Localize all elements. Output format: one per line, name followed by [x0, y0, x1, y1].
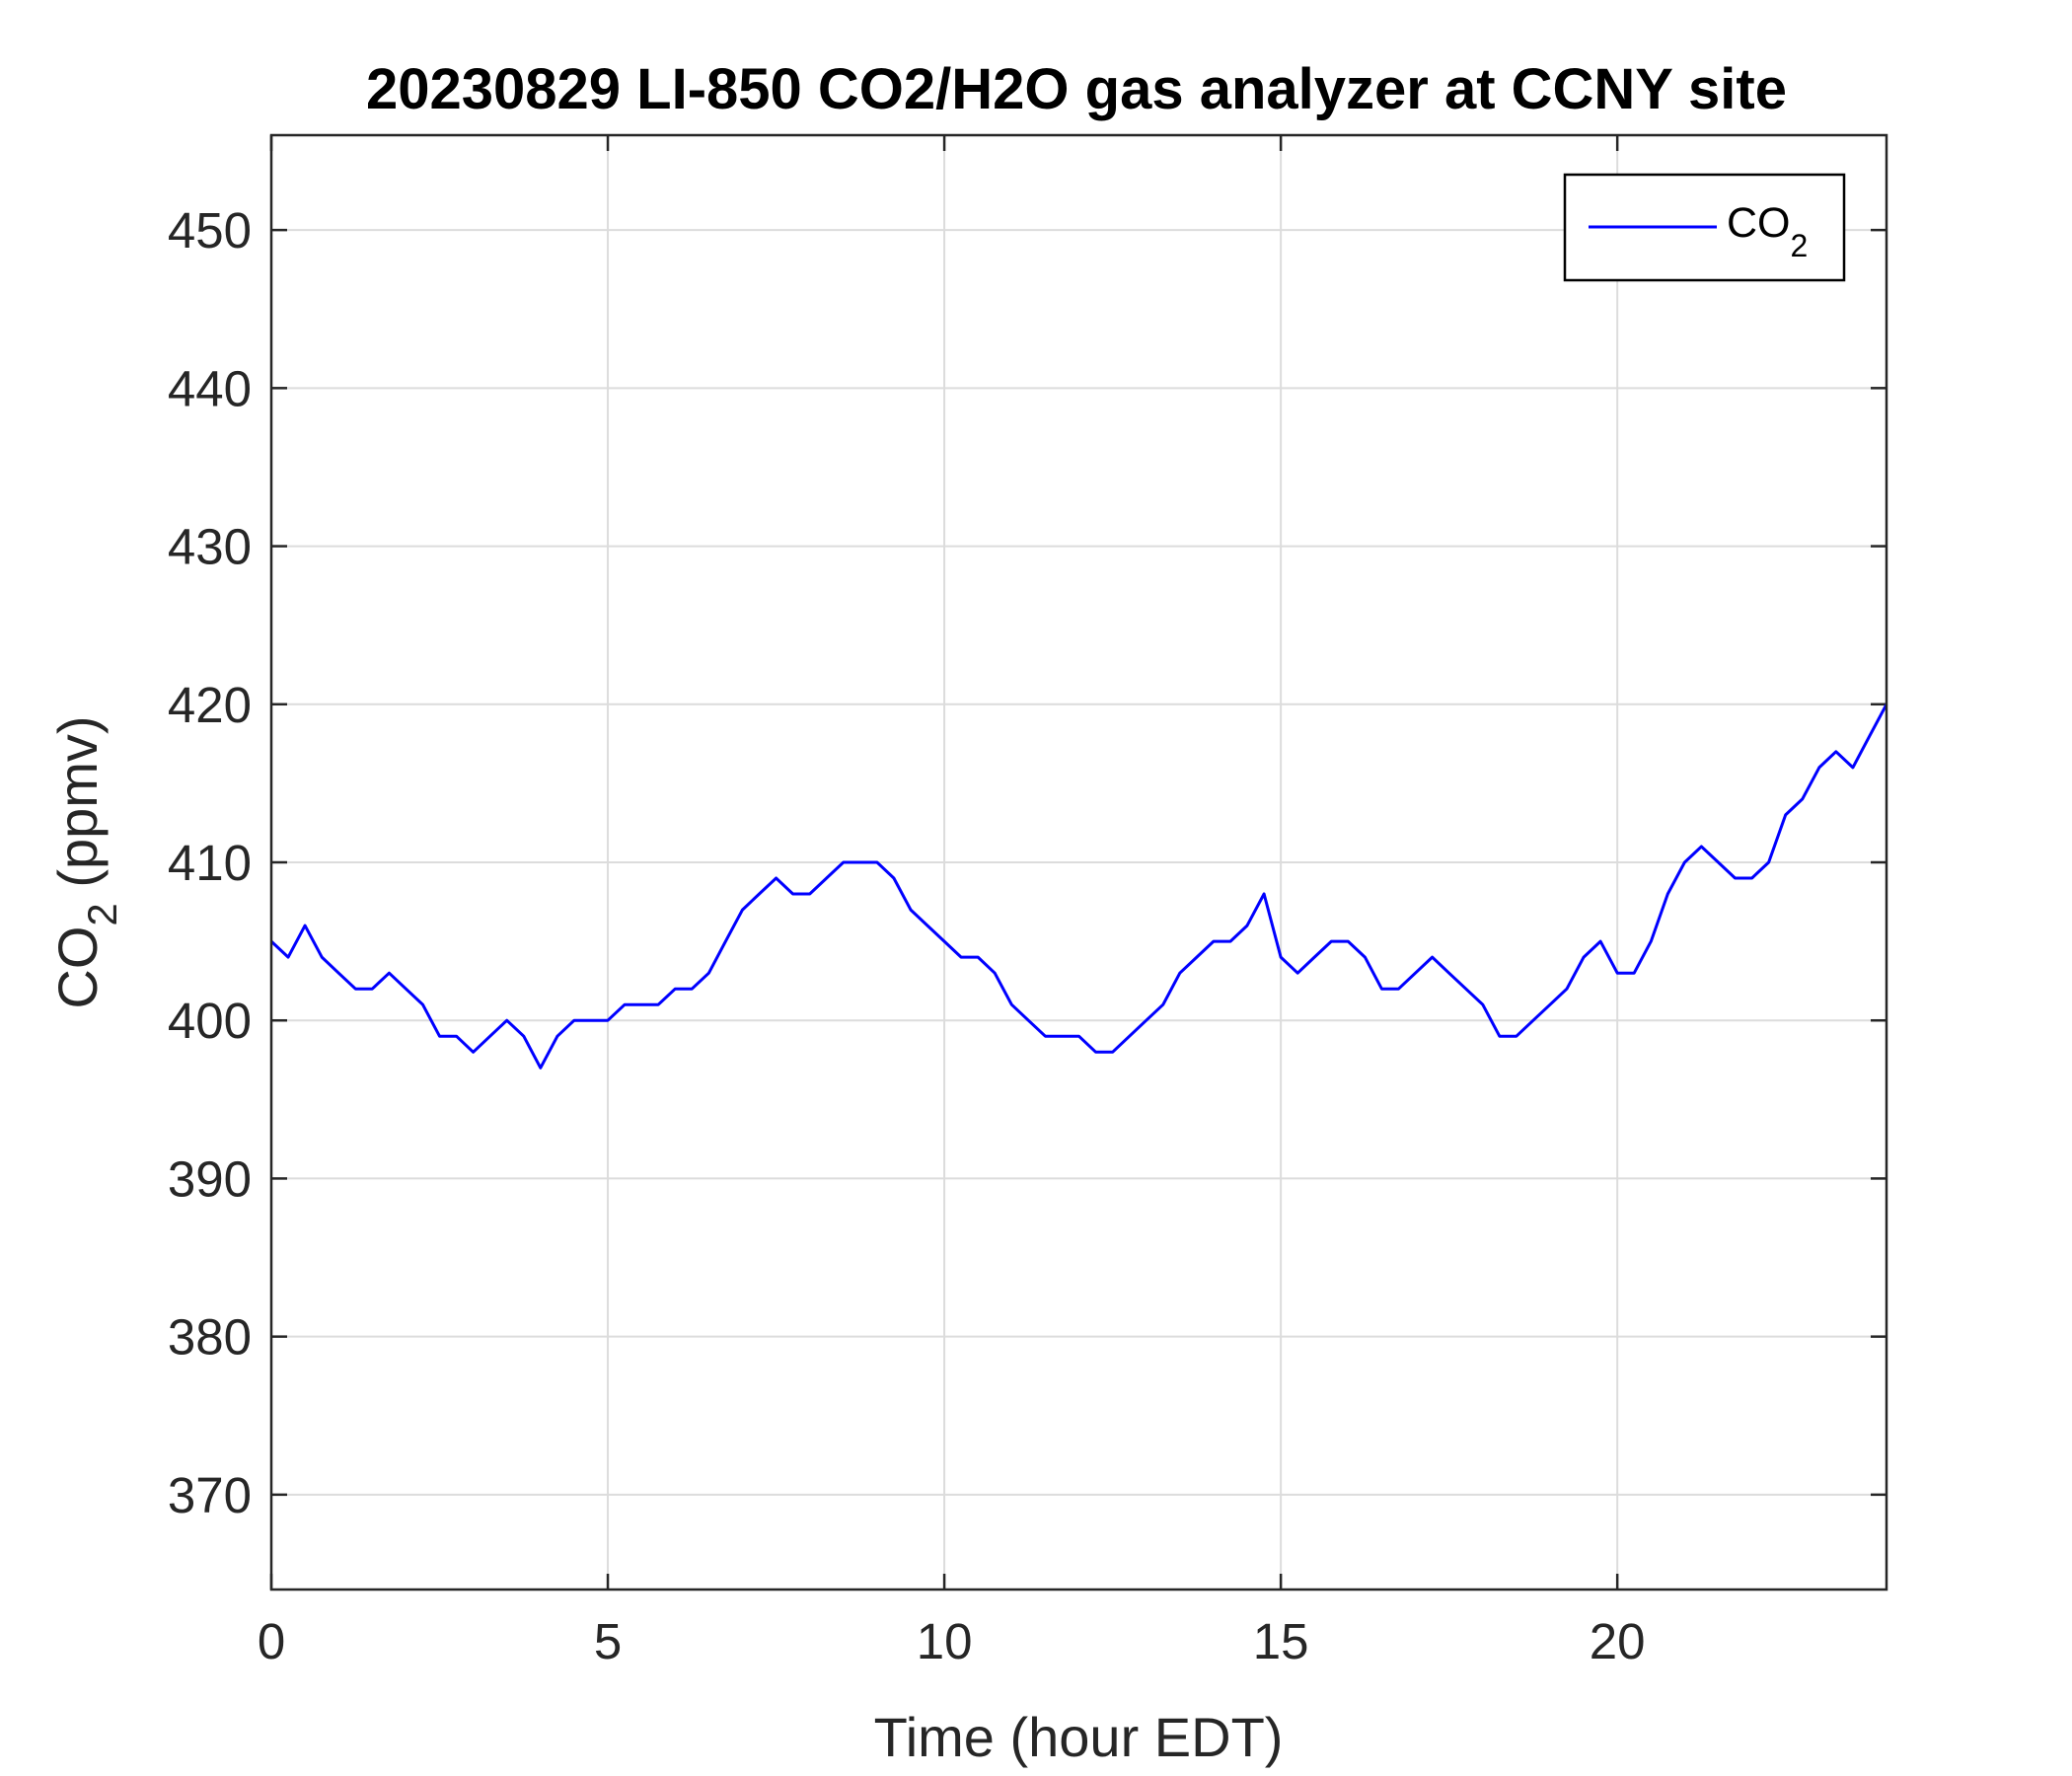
y-axis-label-rest: (ppmv) [46, 715, 109, 903]
x-tick-label: 10 [917, 1613, 973, 1669]
x-axis-label: Time (hour EDT) [874, 1706, 1284, 1768]
y-axis-label-main: CO [46, 926, 109, 1009]
legend-label-sub: 2 [1791, 228, 1809, 263]
y-tick-label: 420 [168, 677, 252, 733]
plot-frame [269, 133, 1888, 1591]
y-tick-label: 410 [168, 835, 252, 891]
y-tick-label: 370 [168, 1467, 252, 1523]
tick-layer: 0 5 10 15 20 370 380 390 400 410 420 430 440 450 [168, 135, 1887, 1669]
y-axis-label: CO2 (ppmv) [46, 715, 125, 1008]
chart-title: 20230829 LI-850 CO2/H2O gas analyzer at … [366, 57, 1787, 121]
grid-layer [270, 135, 1887, 1590]
y-tick-label: 440 [168, 360, 252, 416]
y-tick-label: 380 [168, 1309, 252, 1366]
legend: CO2 [1563, 173, 1846, 282]
x-tick-label: 20 [1590, 1613, 1646, 1669]
y-tick-label: 430 [168, 519, 252, 575]
x-tick-label: 5 [594, 1613, 622, 1669]
co2-series-line [269, 703, 1888, 1070]
x-tick-label: 0 [258, 1613, 285, 1669]
y-tick-label: 450 [168, 202, 252, 259]
x-tick-label: 15 [1253, 1613, 1309, 1669]
legend-label: CO2 [1727, 199, 1808, 263]
y-tick-label: 390 [168, 1150, 252, 1207]
legend-label-main: CO [1727, 199, 1791, 247]
y-tick-label: 400 [168, 993, 252, 1049]
y-axis-label-sub: 2 [79, 903, 125, 925]
